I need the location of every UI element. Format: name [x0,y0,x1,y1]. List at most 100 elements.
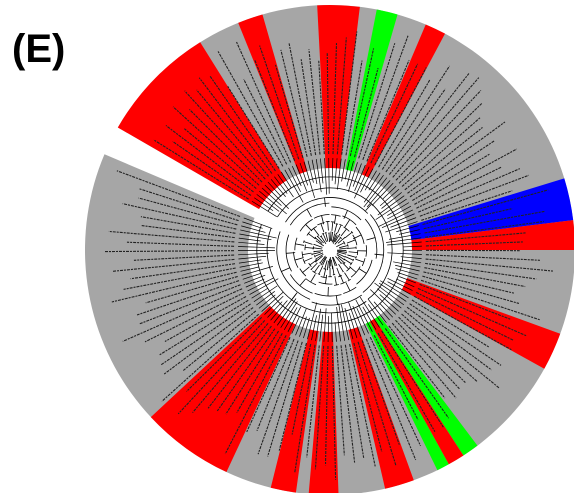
leaf-label [384,328,450,419]
leaf-label [259,45,300,160]
leaf-label [417,287,527,337]
leaf-label [256,338,295,432]
leaf-label [381,65,450,170]
sector-clade [353,24,446,198]
branch [337,251,346,255]
branch [238,241,265,245]
node-arc [317,222,325,226]
leaf-label [126,241,235,247]
leaf-label [122,288,243,342]
leaf-label [280,49,308,157]
leaf-label [294,344,316,474]
leaf-label [378,79,431,168]
branch [299,278,307,286]
branch [396,225,419,233]
branch [242,273,261,280]
branch [330,232,333,242]
branch [320,223,325,233]
leaf-label [411,299,490,348]
branch [366,237,376,241]
node-arc [303,240,305,243]
branch [339,245,349,249]
leaf-label [424,210,545,234]
branch [343,258,352,265]
leaf-label [164,296,247,342]
leaf-label [398,316,466,383]
leaf-label [398,103,483,184]
leaf-label [217,50,284,167]
branch [331,256,336,266]
branch [313,247,323,250]
sector-clade [117,42,299,221]
leaf-label [362,34,409,160]
leaf-label [413,295,513,351]
branch [256,194,280,212]
sector-clade [359,300,464,465]
leaf-label [112,258,235,272]
node-arc [343,240,346,245]
branch [360,168,374,193]
branch [337,256,345,264]
leaf-label [422,275,520,304]
branch [397,272,418,280]
sector-clade [387,178,574,243]
branch [387,205,412,220]
leaf-label [331,345,337,480]
branch [308,233,316,240]
node-arc [342,215,357,226]
leaf-label [207,325,272,409]
branch [355,299,373,332]
leaf-label [365,338,417,461]
branch [311,159,318,184]
node-arc [338,275,342,278]
leaf-label [353,342,383,452]
leaf-label [133,254,235,261]
branch [313,250,324,252]
branch [356,307,369,334]
branch [366,180,391,208]
node-arc [318,281,333,285]
branch [276,298,297,326]
node-arc [313,214,330,219]
leaf-label [123,267,236,290]
branch [299,162,309,186]
branch [331,221,334,231]
branch [352,163,362,187]
node-arc [316,235,319,238]
leaf-label [419,283,511,320]
leaf-label [172,106,260,186]
node-arc [352,258,355,262]
branch [283,307,298,331]
sector-clade [389,220,574,250]
sector-clade [343,306,414,489]
branch [311,315,317,341]
branch [245,278,265,288]
leaf-label [246,337,291,433]
branch [335,295,338,305]
sector-clade [356,302,449,471]
branch [337,224,342,234]
leaf-label [392,77,480,178]
branch [342,262,350,270]
node-arc [276,231,311,300]
branch [368,304,384,326]
leaf-label [401,313,479,383]
branch [302,252,312,256]
branch [311,251,321,255]
branch [339,247,349,250]
leaf-label [160,303,251,366]
leaf-label [353,67,379,158]
branch [319,255,326,264]
branch [324,197,326,207]
leaf-label [116,170,241,218]
branch [310,274,316,283]
branch [385,221,418,233]
leaf-label [140,216,236,234]
branch [354,166,370,199]
branch [305,224,313,232]
branch [344,272,350,281]
leaf-label [341,31,358,155]
branch [303,317,310,339]
node-arc [365,245,367,257]
